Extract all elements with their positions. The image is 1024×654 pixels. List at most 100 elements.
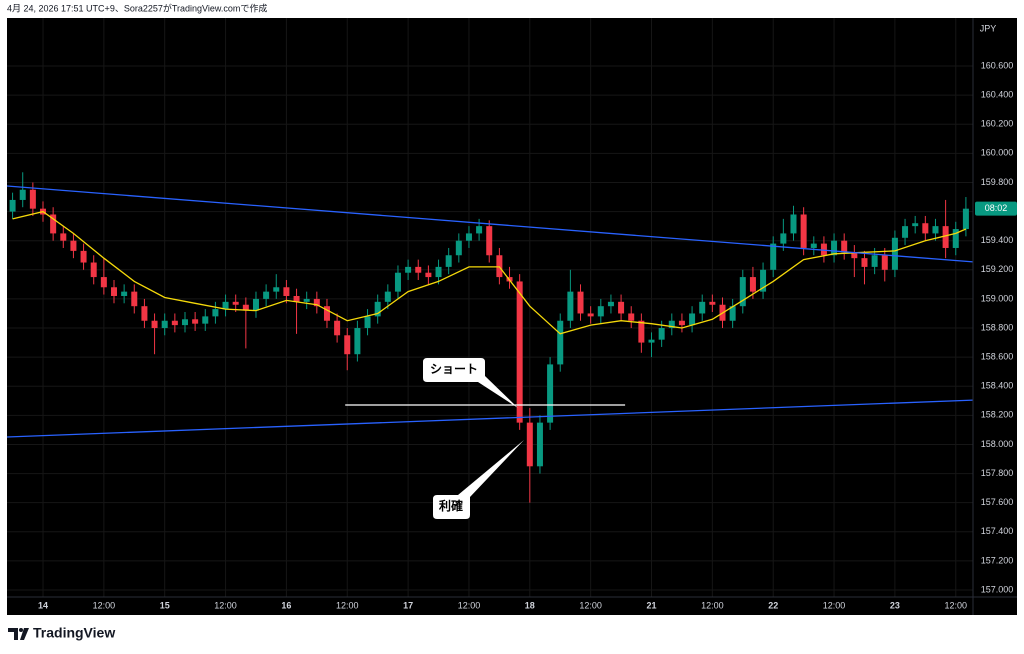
candle-body	[486, 226, 493, 256]
overlay-line	[6, 399, 974, 438]
candle-body	[29, 189, 36, 209]
candle-body	[90, 262, 97, 278]
candle-body	[952, 229, 959, 248]
candle-body	[526, 422, 533, 467]
candle-body	[161, 320, 168, 329]
candle-body	[415, 266, 422, 273]
candle-body	[141, 306, 148, 321]
candle-body	[496, 255, 503, 278]
candle-body	[334, 320, 341, 336]
candle-body	[344, 335, 351, 355]
candle-body	[455, 240, 462, 256]
candle-body	[50, 214, 57, 234]
candle-body	[780, 233, 787, 244]
y-tick-label: 160.000	[981, 148, 1014, 158]
candle-body	[131, 291, 138, 307]
candle-body	[364, 316, 371, 329]
logo-icon	[8, 628, 29, 640]
candle-body	[668, 320, 675, 329]
y-tick-label: 158.600	[981, 352, 1014, 362]
candle-body	[222, 301, 229, 310]
candle-body	[912, 223, 919, 227]
candle-body	[263, 291, 270, 299]
candle-body	[861, 258, 868, 267]
candle-body	[60, 233, 67, 241]
candle-body	[841, 240, 848, 253]
candle-body	[171, 320, 178, 326]
y-tick-label: 158.200	[981, 410, 1014, 420]
y-tick-label: 158.400	[981, 381, 1014, 391]
candle-body	[232, 301, 239, 305]
candle-body	[587, 313, 594, 317]
candle-body	[962, 208, 969, 230]
candle-body	[212, 309, 219, 317]
candle-body	[891, 237, 898, 270]
candle-body	[465, 233, 472, 241]
candle-body	[699, 301, 706, 314]
candle-body	[942, 226, 949, 248]
candle-body	[648, 339, 655, 343]
candle-body	[283, 287, 290, 297]
y-tick-label: 157.000	[981, 584, 1014, 594]
candle-body	[810, 243, 817, 248]
candle-body	[252, 298, 259, 311]
x-tick-label: 21	[646, 600, 656, 610]
candle-body	[181, 319, 188, 326]
y-tick-label: 157.600	[981, 497, 1014, 507]
candle-body	[800, 214, 807, 248]
header-title: 4月 24, 2026 17:51 UTC+9、Sora2257がTrading…	[7, 2, 267, 13]
candle-body	[151, 320, 158, 329]
callout-text: ショート	[430, 362, 478, 376]
candle-body	[394, 272, 401, 292]
y-tick-label: 157.400	[981, 526, 1014, 536]
callout: 利確	[433, 440, 524, 519]
candle-body	[19, 189, 26, 200]
candle-body	[790, 214, 797, 234]
candle-body	[293, 296, 300, 302]
candle-body	[435, 266, 442, 278]
candle-body	[202, 316, 209, 324]
x-tick-label: 12:00	[336, 600, 359, 610]
candle-body	[516, 281, 523, 423]
candle-body	[902, 226, 909, 238]
candle-body	[425, 272, 432, 278]
y-tick-label: 158.800	[981, 322, 1014, 332]
y-tick-label: 159.200	[981, 264, 1014, 274]
brand-logo: TradingView	[8, 625, 115, 641]
candle-body	[689, 313, 696, 326]
candle-body	[110, 287, 117, 297]
x-tick-label: 12:00	[823, 600, 846, 610]
callout-box	[423, 358, 518, 408]
x-tick-label: 16	[281, 600, 291, 610]
candle-body	[313, 298, 320, 307]
candle-body	[618, 301, 625, 314]
y-tick-label: 158.000	[981, 439, 1014, 449]
callout-text: 利確	[439, 498, 463, 513]
countdown: 08:02	[985, 203, 1008, 213]
y-axis-label: JPY	[980, 23, 997, 33]
y-tick-label: 160.400	[981, 90, 1014, 100]
candle-body	[729, 306, 736, 321]
y-tick-label: 160.200	[981, 119, 1014, 129]
x-tick-label: 14	[38, 600, 48, 610]
candle-body	[384, 291, 391, 302]
candle-body	[607, 301, 614, 307]
y-tick-label: 157.200	[981, 555, 1014, 565]
countdown-tag	[975, 201, 1017, 216]
candle-body	[658, 328, 665, 340]
candle-body	[536, 422, 543, 467]
x-tick-label: 17	[403, 600, 413, 610]
candle-body	[709, 301, 716, 305]
logo-icon	[19, 628, 23, 632]
candle-body	[932, 226, 939, 234]
x-tick-label: 12:00	[579, 600, 602, 610]
x-tick-label: 12:00	[458, 600, 481, 610]
overlay-line	[12, 210, 967, 335]
candle-body	[557, 320, 564, 365]
x-tick-label: 12:00	[701, 600, 724, 610]
x-tick-label: 23	[890, 600, 900, 610]
plot	[6, 172, 974, 503]
candle-body	[577, 291, 584, 314]
candle-body	[192, 319, 199, 324]
